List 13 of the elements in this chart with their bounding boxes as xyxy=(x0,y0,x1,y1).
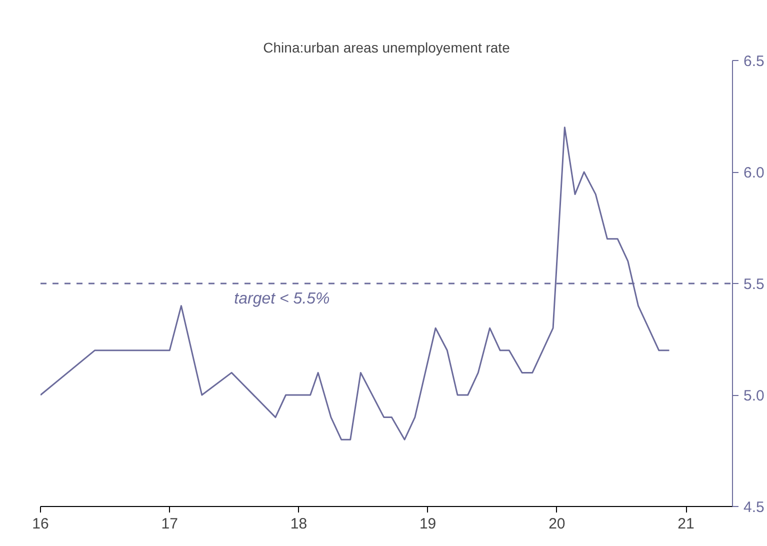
x-tick-label: 21 xyxy=(678,516,694,532)
y-tick-label: 4.5 xyxy=(744,499,764,516)
y-tick-label: 6.5 xyxy=(744,53,764,70)
ref-line-label: target < 5.5% xyxy=(234,290,330,308)
y-tick-label: 6.0 xyxy=(744,164,764,182)
x-tick-label: 17 xyxy=(161,516,178,532)
x-tick-label: 20 xyxy=(548,516,566,532)
y-tick-label: 5.0 xyxy=(744,388,764,404)
y-tick-label: 5.5 xyxy=(744,276,764,293)
x-tick-label: 19 xyxy=(419,516,436,532)
chart-title: China:urban areas unemployement rate xyxy=(263,40,510,56)
x-tick-label: 18 xyxy=(290,516,308,532)
x-tick-label: 16 xyxy=(32,516,49,532)
